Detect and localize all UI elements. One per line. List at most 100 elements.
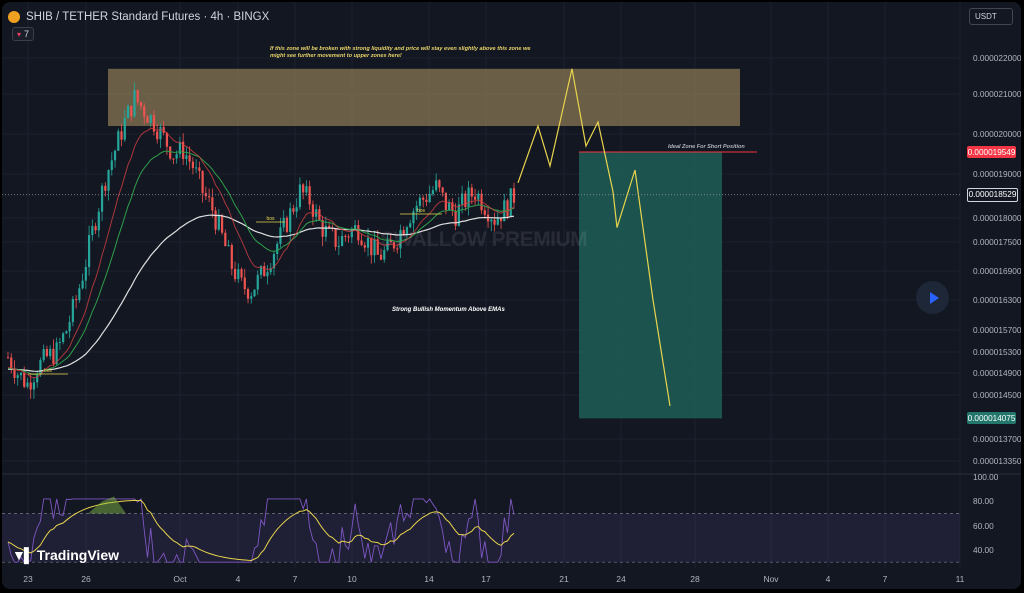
time-tick: 28 — [690, 574, 700, 584]
candle — [347, 236, 350, 238]
short-zone-annotation[interactable]: Ideal Zone For Short Position — [668, 144, 745, 150]
bos-label: bos — [266, 216, 275, 222]
candle — [490, 219, 493, 222]
candle — [298, 184, 302, 208]
projection-path[interactable] — [517, 68, 671, 407]
indicators-toggle[interactable]: ▾ 7 — [12, 27, 35, 41]
bos-markers: bos bos bos — [28, 208, 442, 375]
candle — [91, 226, 94, 236]
time-tick: 4 — [825, 574, 831, 584]
candle — [230, 245, 233, 269]
play-button[interactable] — [916, 281, 949, 314]
candle — [243, 277, 246, 290]
price-tick: 0.000022000 — [973, 53, 1021, 63]
candle — [464, 193, 467, 207]
candle — [405, 227, 409, 235]
candle — [370, 237, 373, 256]
candle — [29, 382, 32, 390]
price-tick: 0.000020000 — [973, 129, 1021, 139]
price-label[interactable]: 0.000019549 — [967, 146, 1016, 159]
candle — [308, 186, 311, 205]
candle — [435, 180, 438, 191]
candle — [383, 250, 386, 260]
candle — [311, 204, 314, 217]
candle — [344, 235, 347, 237]
price-axis[interactable]: 0.000022000 0.000021000 0.000020000 0.00001… — [961, 2, 1021, 589]
candle — [318, 209, 321, 220]
candle — [237, 269, 240, 280]
candle — [42, 349, 45, 361]
price-tick: 0.000018000 — [973, 213, 1021, 223]
candle — [94, 226, 97, 231]
watermark: SWALLOW PREMIUM — [380, 228, 588, 251]
candle — [68, 322, 71, 332]
rsi-overbought-fill — [88, 496, 126, 514]
candle — [188, 155, 191, 162]
time-axis[interactable]: 23 26 Oct 4 7 10 14 17 21 24 28 Nov 4 7 11 — [2, 568, 964, 588]
candle — [208, 196, 211, 198]
bullish-momentum-annotation[interactable]: Strong Bullish Momentum Above EMAs — [392, 307, 505, 313]
indicator-count: 7 — [24, 29, 30, 39]
time-tick: Nov — [763, 574, 779, 584]
candle — [55, 342, 58, 364]
candle — [431, 190, 435, 195]
breakout-annotation[interactable]: If this zone will be broken with strong … — [270, 46, 531, 59]
candle — [178, 141, 182, 155]
candle — [470, 187, 473, 197]
time-tick: 21 — [559, 574, 569, 584]
candle — [65, 331, 68, 334]
candle — [107, 170, 110, 191]
candle — [493, 219, 496, 225]
time-tick: 4 — [235, 574, 241, 584]
candle — [139, 102, 143, 107]
candle — [159, 126, 162, 140]
candle — [19, 372, 23, 376]
resistance-zone[interactable] — [108, 68, 740, 126]
candle — [461, 193, 464, 205]
candle — [428, 194, 431, 202]
candle — [509, 188, 512, 217]
price-label[interactable]: 0.000014075 — [967, 412, 1016, 425]
price-tick: 0.000014500 — [973, 390, 1021, 400]
symbol-title[interactable]: SHIB / TETHER Standard Futures · 4h · BI… — [26, 11, 270, 23]
candle — [172, 158, 175, 160]
candle — [78, 288, 81, 301]
price-tick: 0.000016300 — [973, 295, 1021, 305]
ema-mid-line — [8, 150, 515, 376]
candle — [169, 146, 172, 159]
candle — [412, 211, 415, 224]
price-label[interactable]: 0.000018529 — [967, 187, 1018, 202]
rsi-tick: 60.00 — [973, 520, 994, 531]
time-tick: 23 — [23, 574, 33, 584]
candle — [389, 240, 392, 243]
candle — [23, 372, 26, 387]
candle — [295, 207, 298, 212]
candle — [175, 154, 178, 159]
candle — [104, 185, 107, 191]
candle — [110, 160, 113, 171]
candle — [156, 131, 159, 140]
candle — [123, 118, 126, 140]
candle — [376, 239, 379, 255]
candle — [253, 289, 256, 297]
shib-icon[interactable] — [8, 11, 20, 23]
candle — [282, 217, 285, 228]
rsi-tick: 80.00 — [973, 496, 994, 507]
candle — [409, 223, 412, 228]
play-icon — [929, 291, 939, 304]
candle — [425, 199, 428, 202]
candle — [246, 289, 250, 299]
candle — [45, 349, 49, 357]
candle — [363, 245, 366, 248]
candle — [62, 333, 65, 343]
candle — [269, 268, 272, 273]
tradingview-logo[interactable]: ▼▌ TradingView — [12, 547, 119, 563]
candle — [457, 204, 460, 226]
candle — [149, 114, 152, 123]
candle — [195, 167, 198, 169]
tradingview-icon: ▼▌ — [12, 547, 34, 563]
time-tick: 7 — [882, 574, 888, 584]
currency-button[interactable]: USDT — [969, 8, 1013, 25]
